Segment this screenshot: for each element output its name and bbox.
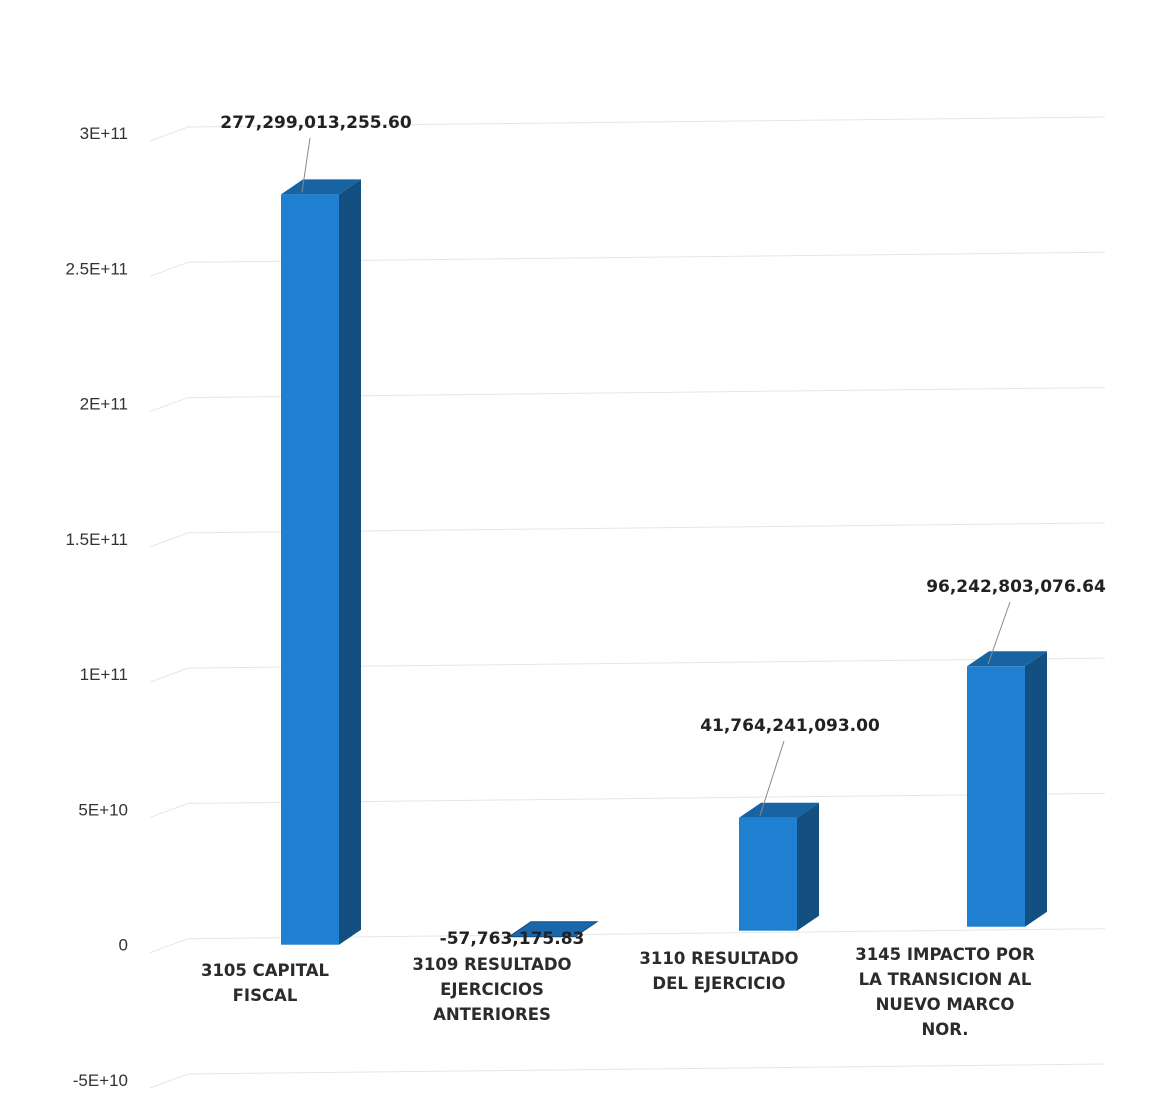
category-label: 3105 CAPITAL FISCAL	[201, 961, 330, 1005]
y-tick-label: 1E+11	[80, 665, 128, 684]
bar-side	[1025, 651, 1047, 927]
bar-front	[967, 666, 1025, 927]
y-axis-ticks: 3E+11 2.5E+11 2E+11 1.5E+11 1E+11 5E+10 0 -5E+1…	[65, 124, 128, 1090]
bar-side	[339, 179, 361, 945]
label-leaders	[301, 137, 1011, 816]
y-tick-label: 5E+10	[78, 800, 128, 819]
leader-line	[987, 601, 1011, 665]
gridline-side	[149, 802, 189, 818]
gridline-side	[149, 667, 189, 683]
data-label: -57,763,175.83	[440, 929, 585, 949]
y-tick-label: 3E+11	[80, 124, 128, 143]
bars	[281, 179, 1047, 945]
bar-top	[739, 802, 819, 818]
bar-flat-top	[507, 921, 599, 938]
y-tick-label: -5E+10	[73, 1071, 128, 1090]
bar-top	[967, 651, 1047, 667]
y-tick-label: 2.5E+11	[65, 259, 128, 278]
gridline-side	[149, 938, 189, 954]
category-label: 3110 RESULTADO DEL EJERCICIO	[639, 949, 798, 993]
gridline	[187, 1063, 1106, 1075]
bar-top	[281, 179, 361, 195]
gridline-side	[149, 126, 189, 142]
data-labels: 277,299,013,255.60 -57,763,175.83 41,764,2…	[220, 113, 1106, 949]
data-label: 41,764,241,093.00	[700, 716, 880, 736]
y-tick-label: 2E+11	[80, 395, 128, 414]
gridline-side	[149, 1073, 189, 1089]
gridline-side	[149, 532, 189, 548]
gridline-side	[149, 261, 189, 277]
data-label: 277,299,013,255.60	[220, 113, 412, 133]
bar	[967, 651, 1047, 927]
gridline	[187, 116, 1106, 128]
gridline-side	[149, 397, 189, 413]
category-label: 3145 IMPACTO POR LA TRANSICION AL NUEVO MA…	[855, 945, 1035, 1039]
bar	[507, 921, 599, 938]
leader-line	[301, 137, 311, 193]
bar-side	[797, 802, 819, 931]
data-label: 96,242,803,076.64	[926, 577, 1106, 597]
y-tick-label: 0	[119, 936, 128, 955]
bar-front	[281, 194, 339, 945]
leader-line	[759, 740, 785, 816]
y-tick-label: 1.5E+11	[65, 530, 128, 549]
category-label: 3109 RESULTADO EJERCICIOS ANTERIORES	[412, 955, 571, 1024]
category-labels: 3105 CAPITAL FISCAL 3109 RESULTADO EJERCICI…	[201, 945, 1035, 1039]
bar-front	[739, 817, 797, 931]
bar	[281, 179, 361, 945]
bar	[739, 802, 819, 931]
